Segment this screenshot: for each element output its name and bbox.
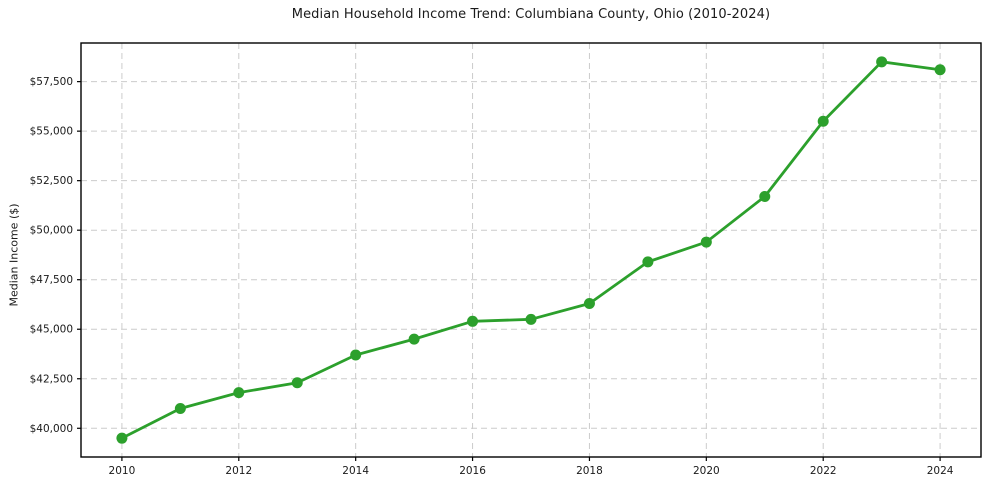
data-point — [291, 377, 303, 389]
income-trend-line — [120, 60, 942, 440]
y-tick-label: $45,000 — [30, 324, 73, 336]
x-tick-label: 2020 — [693, 465, 720, 477]
data-point — [350, 349, 362, 361]
data-point — [700, 236, 712, 248]
x-tick-label: 2022 — [810, 465, 837, 477]
data-point — [934, 64, 946, 76]
data-point — [116, 432, 128, 444]
data-point — [583, 297, 595, 309]
y-tick-label: $47,500 — [30, 274, 73, 286]
y-tick-label: $50,000 — [30, 225, 73, 237]
y-tick-label: $40,000 — [30, 423, 73, 435]
x-tick-label: 2024 — [927, 465, 954, 477]
data-point — [525, 313, 537, 325]
data-point — [876, 56, 888, 68]
x-tick-label: 2010 — [109, 465, 136, 477]
x-tick-label: 2016 — [459, 465, 486, 477]
plot-border — [80, 42, 982, 458]
data-point — [467, 315, 479, 327]
data-point — [408, 333, 420, 345]
y-tick-label: $42,500 — [30, 373, 73, 385]
y-tick-label: $52,500 — [30, 175, 73, 187]
data-point — [817, 115, 829, 127]
x-tick-label: 2014 — [342, 465, 369, 477]
chart-title: Median Household Income Trend: Columbian… — [291, 7, 771, 22]
data-point — [759, 191, 771, 203]
data-point — [642, 256, 654, 268]
y-axis-title-text: Median Income ($) — [7, 203, 21, 307]
x-tick-label: 2012 — [225, 465, 252, 477]
y-tick-label: $57,500 — [30, 76, 73, 88]
data-point — [174, 402, 186, 414]
x-tick-label: 2018 — [576, 465, 603, 477]
data-point — [233, 387, 245, 399]
y-tick-label: $55,000 — [30, 126, 73, 138]
